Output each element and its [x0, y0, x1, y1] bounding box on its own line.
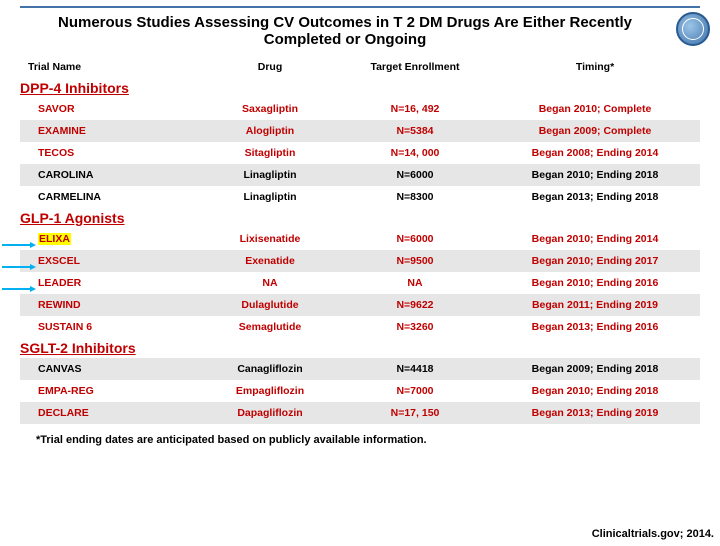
category-heading: DPP-4 Inhibitors: [20, 78, 700, 98]
table-row: EXSCELExenatideN=9500Began 2010; Ending …: [20, 250, 700, 272]
table-header: Trial Name Drug Target Enrollment Timing…: [20, 56, 700, 78]
logo-icon: [676, 12, 710, 46]
cell-timing: Began 2013; Ending 2019: [490, 407, 700, 419]
cell-drug: Linagliptin: [200, 169, 340, 181]
cell-timing: Began 2009; Complete: [490, 125, 700, 137]
table-row: LEADERNANABegan 2010; Ending 2016: [20, 272, 700, 294]
cell-timing: Began 2008; Ending 2014: [490, 147, 700, 159]
cell-drug: Linagliptin: [200, 191, 340, 203]
cell-enroll: N=8300: [340, 191, 490, 203]
cell-enroll: N=4418: [340, 363, 490, 375]
cell-enroll: N=16, 492: [340, 103, 490, 115]
cell-timing: Began 2013; Ending 2018: [490, 191, 700, 203]
table-row: SUSTAIN 6SemaglutideN=3260Began 2013; En…: [20, 316, 700, 338]
cell-timing: Began 2010; Ending 2016: [490, 277, 700, 289]
page-title: Numerous Studies Assessing CV Outcomes i…: [50, 14, 640, 48]
header-drug: Drug: [200, 61, 340, 73]
category-heading: GLP-1 Agonists: [20, 208, 700, 228]
cell-enroll: N=9622: [340, 299, 490, 311]
cell-enroll: N=14, 000: [340, 147, 490, 159]
cell-trial: EXSCEL: [20, 255, 200, 267]
cell-trial: LEADER: [20, 277, 200, 289]
cell-timing: Began 2011; Ending 2019: [490, 299, 700, 311]
cell-enroll: N=6000: [340, 233, 490, 245]
table-row: CAROLINALinagliptinN=6000Began 2010; End…: [20, 164, 700, 186]
reference: Clinicaltrials.gov; 2014.: [592, 528, 714, 540]
cell-trial: TECOS: [20, 147, 200, 159]
cell-trial: ELIXA: [20, 233, 200, 245]
cell-trial: EXAMINE: [20, 125, 200, 137]
cell-drug: Dulaglutide: [200, 299, 340, 311]
cell-drug: Empagliflozin: [200, 385, 340, 397]
cell-trial: SUSTAIN 6: [20, 321, 200, 333]
cell-enroll: N=5384: [340, 125, 490, 137]
cell-trial: REWIND: [20, 299, 200, 311]
cell-timing: Began 2010; Ending 2018: [490, 385, 700, 397]
cell-timing: Began 2010; Complete: [490, 103, 700, 115]
cell-enroll: NA: [340, 277, 490, 289]
cell-enroll: N=7000: [340, 385, 490, 397]
header-timing: Timing*: [490, 61, 700, 73]
cell-trial: SAVOR: [20, 103, 200, 115]
cell-timing: Began 2010; Ending 2017: [490, 255, 700, 267]
header-enroll: Target Enrollment: [340, 61, 490, 73]
header-trial: Trial Name: [20, 61, 200, 73]
cell-trial: DECLARE: [20, 407, 200, 419]
cell-timing: Began 2010; Ending 2014: [490, 233, 700, 245]
footnote: *Trial ending dates are anticipated base…: [36, 434, 684, 446]
cell-trial: CANVAS: [20, 363, 200, 375]
cell-enroll: N=9500: [340, 255, 490, 267]
cell-timing: Began 2010; Ending 2018: [490, 169, 700, 181]
cell-enroll: N=17, 150: [340, 407, 490, 419]
table-row: CANVASCanagliflozinN=4418Began 2009; End…: [20, 358, 700, 380]
cell-drug: NA: [200, 277, 340, 289]
top-line: [20, 6, 700, 8]
studies-table: Trial Name Drug Target Enrollment Timing…: [20, 56, 700, 424]
table-row: ELIXALixisenatideN=6000Began 2010; Endin…: [20, 228, 700, 250]
cell-enroll: N=6000: [340, 169, 490, 181]
cell-drug: Lixisenatide: [200, 233, 340, 245]
cell-drug: Alogliptin: [200, 125, 340, 137]
cell-drug: Canagliflozin: [200, 363, 340, 375]
cell-trial: EMPA-REG: [20, 385, 200, 397]
cell-trial: CARMELINA: [20, 191, 200, 203]
cell-timing: Began 2013; Ending 2016: [490, 321, 700, 333]
cell-trial: CAROLINA: [20, 169, 200, 181]
category-heading: SGLT-2 Inhibitors: [20, 338, 700, 358]
table-row: TECOSSitagliptinN=14, 000Began 2008; End…: [20, 142, 700, 164]
cell-drug: Semaglutide: [200, 321, 340, 333]
cell-timing: Began 2009; Ending 2018: [490, 363, 700, 375]
cell-enroll: N=3260: [340, 321, 490, 333]
arrow-icon: [2, 286, 36, 292]
table-row: SAVORSaxagliptinN=16, 492Began 2010; Com…: [20, 98, 700, 120]
cell-drug: Saxagliptin: [200, 103, 340, 115]
arrow-icon: [2, 264, 36, 270]
cell-drug: Exenatide: [200, 255, 340, 267]
table-row: DECLAREDapagliflozinN=17, 150Began 2013;…: [20, 402, 700, 424]
arrow-icon: [2, 242, 36, 248]
table-row: CARMELINALinagliptinN=8300Began 2013; En…: [20, 186, 700, 208]
table-row: REWINDDulaglutideN=9622Began 2011; Endin…: [20, 294, 700, 316]
table-row: EMPA-REGEmpagliflozinN=7000Began 2010; E…: [20, 380, 700, 402]
cell-drug: Dapagliflozin: [200, 407, 340, 419]
cell-drug: Sitagliptin: [200, 147, 340, 159]
table-row: EXAMINEAlogliptinN=5384Began 2009; Compl…: [20, 120, 700, 142]
